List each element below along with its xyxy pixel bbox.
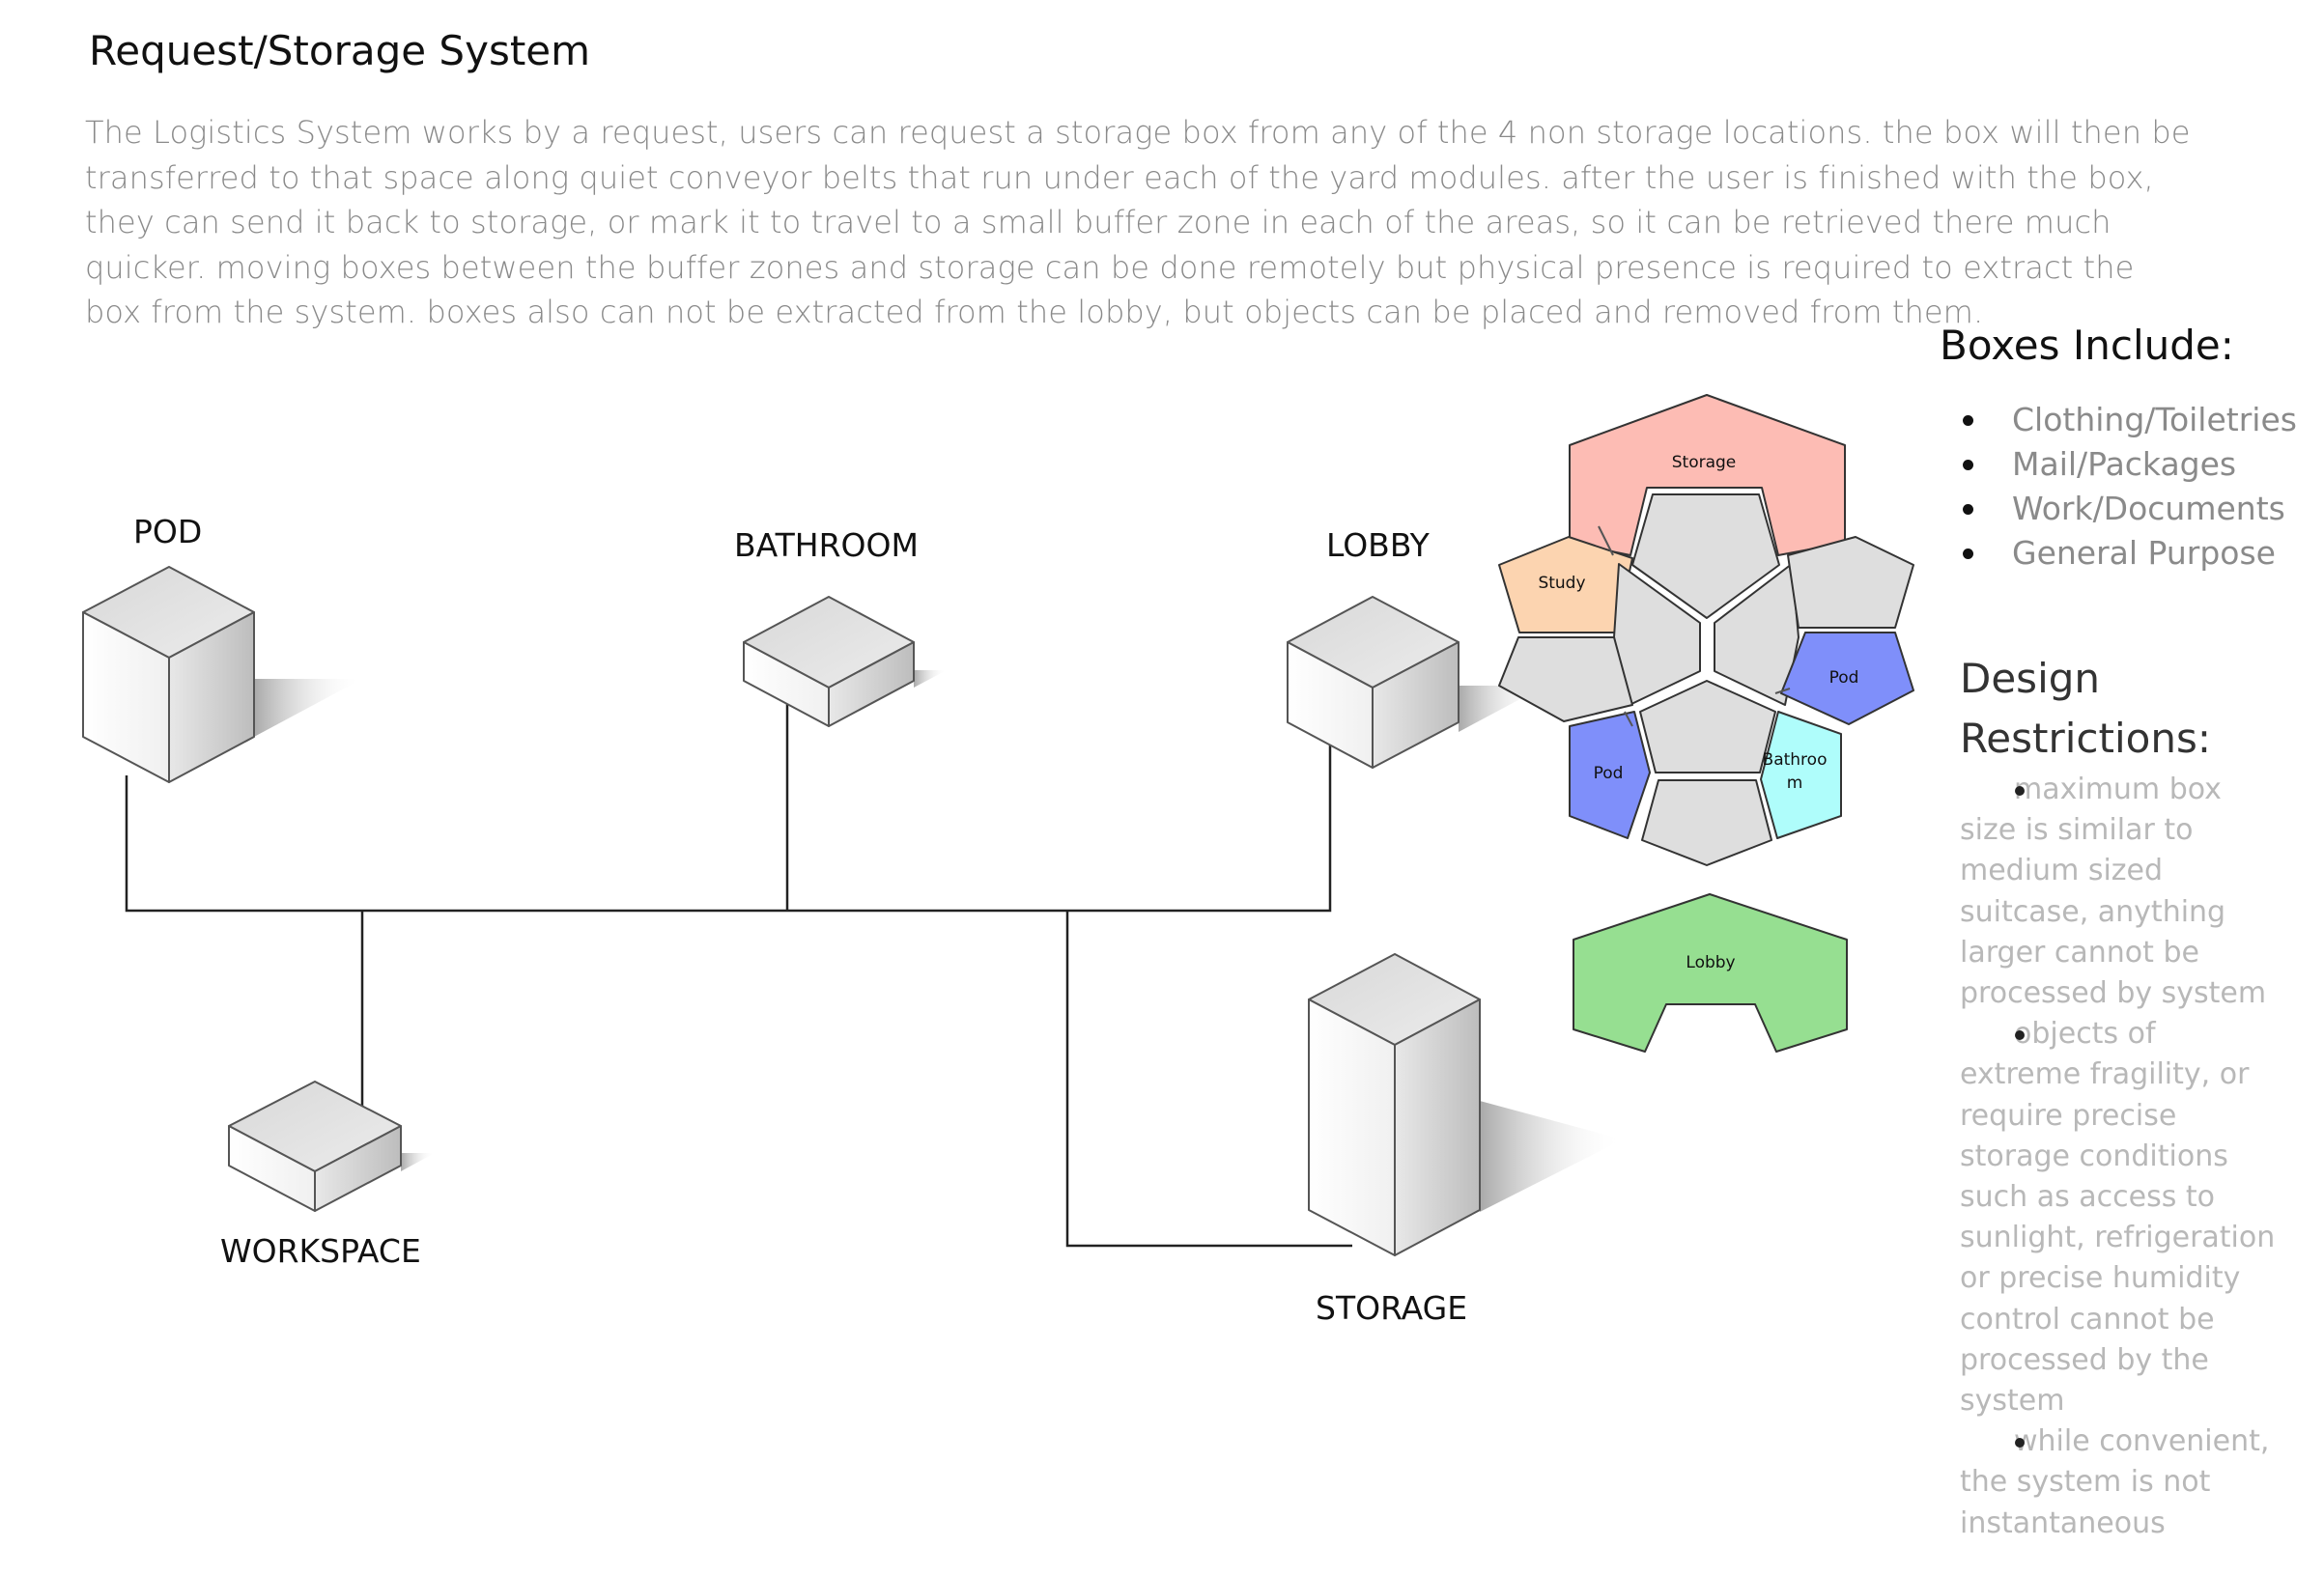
design-restrictions-title: Design Restrictions: (1960, 655, 2211, 762)
page-title: Request/Storage System (89, 27, 591, 74)
cube-right (1394, 998, 1481, 1256)
cube-shadow (401, 1153, 435, 1171)
intro-line: quicker. moving boxes between the buffer… (85, 248, 2135, 286)
zone-label-storage: Storage (1672, 453, 1737, 472)
zone-label-lobby: Lobby (1686, 953, 1735, 972)
pod-cube (82, 566, 362, 783)
gate-marker (1624, 711, 1633, 727)
node-label-lobby: LOBBY (1326, 526, 1431, 564)
zone-label-bathroom: Bathroo (1763, 750, 1828, 770)
cube-shadow (254, 679, 362, 737)
list-item: Work/Documents (1959, 487, 2297, 531)
cube-right (828, 641, 915, 727)
zone-label-study: Study (1538, 574, 1585, 593)
list-item: General Purpose (1959, 531, 2297, 576)
bathroom-cube (743, 596, 947, 727)
conveyor-lines (125, 700, 1352, 1248)
zone-label-bathroom: m (1787, 773, 1803, 793)
zone-label-pod-left: Pod (1594, 764, 1624, 783)
zone-neutral (1498, 636, 1633, 722)
gate-marker (1598, 525, 1614, 556)
cube-shadow (914, 670, 947, 688)
list-item: Mail/Packages (1959, 442, 2297, 487)
zone-pod-left (1569, 711, 1651, 839)
zone-pod-right (1780, 632, 1914, 725)
storage-block (1308, 953, 1623, 1256)
boxes-include-list: Clothing/Toiletries Mail/Packages Work/D… (1959, 398, 2297, 576)
list-item: maximum box size is similar to medium si… (1960, 770, 2279, 1014)
cube-right (1372, 641, 1460, 769)
zone-neutral (1613, 563, 1701, 706)
cube-left (1308, 998, 1396, 1256)
cube-right (168, 611, 255, 783)
cube-right (314, 1125, 402, 1212)
intro-line: The Logistics System works by a request,… (85, 114, 2191, 151)
yard-plan (1498, 394, 1914, 1053)
intro-paragraph: The Logistics System works by a request,… (85, 110, 2191, 335)
node-label-pod: POD (133, 513, 202, 550)
workspace-cube (228, 1081, 435, 1212)
node-label-workspace: WORKSPACE (220, 1232, 421, 1270)
conveyor-line (125, 745, 1332, 913)
list-item: while convenient, the system is not inst… (1960, 1421, 2279, 1544)
cube-shadow (1480, 1101, 1623, 1212)
node-label-bathroom: BATHROOM (734, 526, 919, 564)
intro-line: box from the system. boxes also can not … (85, 294, 1984, 330)
zone-lobby (1573, 893, 1848, 1053)
zone-neutral (1639, 680, 1776, 773)
zone-bathroom (1760, 711, 1842, 839)
boxes-include-title: Boxes Include: (1940, 322, 2234, 369)
zone-label-pod-right: Pod (1829, 668, 1859, 688)
intro-line: they can send it back to storage, or mar… (85, 204, 2111, 240)
list-item: objects of extreme fragility, or require… (1960, 1014, 2279, 1421)
conveyor-line (1065, 911, 1352, 1248)
list-item: Clothing/Toiletries (1959, 398, 2297, 442)
gate-marker (1774, 688, 1791, 694)
zone-neutral (1641, 779, 1772, 866)
intro-line: transferred to that space along quiet co… (85, 158, 2154, 196)
zone-neutral (1787, 536, 1914, 629)
node-label-storage: STORAGE (1316, 1289, 1467, 1327)
zone-neutral (1631, 493, 1780, 619)
design-restrictions-list: maximum box size is similar to medium si… (1960, 770, 2279, 1544)
